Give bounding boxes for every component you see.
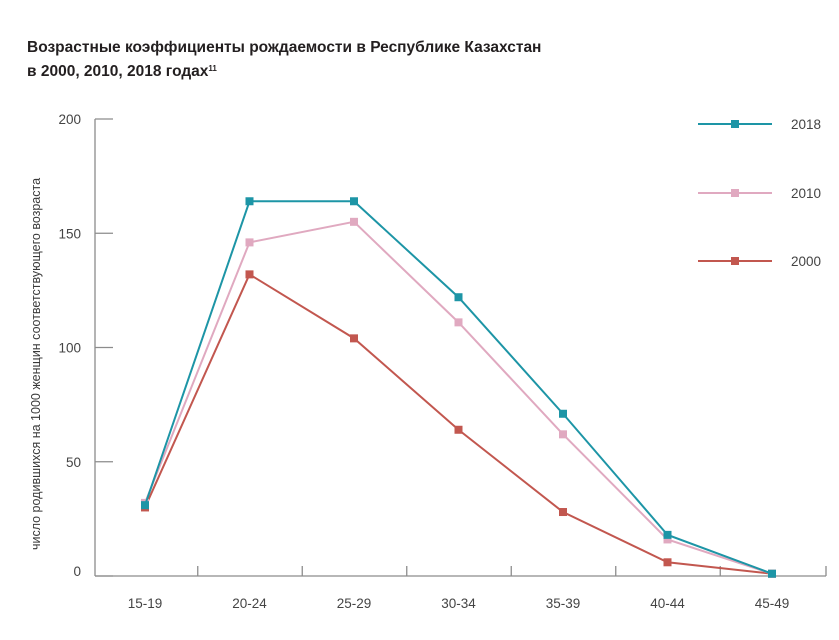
y-tick-label: 50 — [66, 455, 81, 470]
x-tick-label: 35-39 — [546, 596, 581, 611]
y-tick-label: 150 — [58, 226, 81, 241]
data-point-2000 — [663, 558, 672, 567]
data-point-2000 — [245, 270, 254, 279]
chart-title-line1: Возрастные коэффициенты рождаемости в Ре… — [27, 39, 542, 56]
x-tick-label: 15-19 — [128, 596, 163, 611]
data-point-2018 — [663, 530, 672, 539]
legend-label-2000: 2000 — [791, 254, 821, 269]
data-point-2018 — [350, 197, 358, 206]
data-point-2018 — [245, 197, 254, 206]
data-point-2018 — [768, 569, 776, 578]
data-point-2000 — [350, 334, 358, 343]
x-tick-label: 25-29 — [337, 596, 372, 611]
chart-title: Возрастные коэффициенты рождаемости в Ре… — [27, 36, 541, 84]
y-tick-label: 100 — [58, 341, 81, 356]
data-point-2018 — [559, 409, 567, 418]
chart-title-line2: в 2000, 2010, 2018 годах — [27, 63, 209, 80]
y-tick-label: 0 — [73, 564, 81, 579]
x-tick-label: 30-34 — [441, 596, 476, 611]
series-line-2010 — [144, 220, 773, 575]
series-line-2018 — [144, 200, 773, 575]
legend-label-2018: 2018 — [791, 117, 821, 132]
legend-label-2010: 2010 — [791, 186, 821, 201]
y-tick-label: 200 — [58, 112, 81, 127]
data-point-2010 — [559, 430, 567, 439]
x-tick-label: 40-44 — [650, 596, 685, 611]
data-point-2010 — [245, 238, 254, 247]
legend-marker-2018 — [731, 120, 739, 128]
legend-marker-2000 — [731, 257, 739, 265]
x-tick-label: 20-24 — [232, 596, 267, 611]
data-point-2010 — [663, 535, 672, 544]
data-point-2018 — [141, 501, 149, 510]
data-point-2010 — [454, 318, 463, 327]
title-footnote: 11 — [208, 64, 217, 73]
data-point-2010 — [350, 217, 358, 226]
data-point-2000 — [454, 425, 463, 434]
x-tick-label: 45-49 — [755, 596, 790, 611]
data-point-2000 — [559, 508, 567, 517]
legend-marker-2010 — [731, 189, 739, 197]
data-point-2018 — [454, 293, 463, 302]
